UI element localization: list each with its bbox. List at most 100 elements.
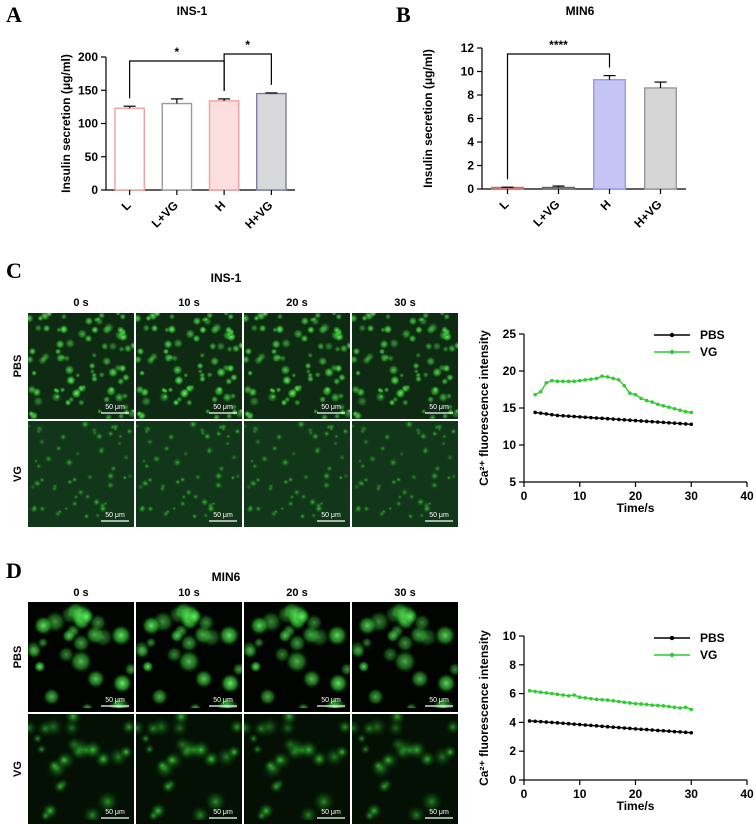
- cell-blob: [407, 492, 416, 501]
- cell-blob: [136, 313, 143, 324]
- data-point: [544, 412, 549, 416]
- data-point: [589, 696, 593, 701]
- cell-blob: [408, 334, 417, 343]
- data-point: [538, 690, 543, 694]
- data-point: [533, 719, 537, 724]
- data-point: [527, 719, 532, 723]
- cell-blob: [284, 396, 291, 403]
- cell-blob: [244, 482, 253, 491]
- cell-blob: [213, 480, 224, 491]
- data-point: [561, 379, 565, 384]
- cell-blob: [342, 472, 350, 480]
- cell-blob: [409, 472, 418, 482]
- cell-blob: [33, 615, 54, 636]
- cell-blob: [292, 487, 302, 497]
- cell-blob: [185, 399, 193, 407]
- cell-blob: [333, 433, 340, 440]
- cell-blob: [436, 673, 457, 694]
- line-chart-c: 5 10 15 20 25 0 10 20 30 40 Time/s Ca²⁺ fluorescenc…: [477, 327, 754, 515]
- cell-blob: [306, 325, 316, 334]
- cell-blob: [28, 719, 38, 737]
- data-point: [633, 392, 638, 397]
- cell-blob: [278, 628, 292, 643]
- data-point: [538, 719, 543, 724]
- cell-blob: [118, 345, 125, 353]
- cell-blob: [150, 688, 169, 706]
- cell-blob: [314, 371, 321, 379]
- cell-blob: [179, 388, 190, 399]
- cell-blob: [176, 396, 183, 403]
- cell-blob: [142, 323, 151, 333]
- cell-blob: [141, 660, 154, 673]
- cell-blob: [341, 427, 350, 436]
- cell-blob: [355, 370, 362, 377]
- data-point: [661, 420, 666, 425]
- series-line: [529, 720, 692, 734]
- data-point: [594, 376, 599, 381]
- cell-blob: [402, 608, 419, 625]
- cell-blob: [172, 338, 184, 349]
- scale-bar-label: 50 μm: [321, 697, 341, 704]
- scale-bar-label: 50 μm: [321, 809, 341, 816]
- cell-blob: [253, 437, 263, 447]
- cell-blob: [43, 454, 54, 464]
- data-point: [605, 724, 610, 729]
- cell-blob: [189, 804, 211, 820]
- cell-blob: [249, 660, 262, 673]
- cell-blob: [388, 364, 399, 376]
- cell-blob: [149, 802, 167, 820]
- cell-blob: [290, 450, 298, 458]
- cell-blob: [62, 718, 82, 738]
- micrograph-image: 50 μm: [136, 313, 242, 419]
- time-label: 20 s: [286, 297, 307, 309]
- cell-blob: [310, 316, 317, 323]
- cell-blob: [77, 399, 85, 407]
- data-point: [555, 413, 560, 418]
- cell-blob: [85, 472, 94, 482]
- cell-blob: [445, 373, 455, 382]
- cell-blob: [36, 719, 54, 738]
- scale-bar-label: 50 μm: [213, 512, 233, 519]
- significance-label: *: [175, 45, 180, 59]
- cell-blob: [299, 492, 308, 501]
- cell-blob: [446, 453, 455, 462]
- cell-blob: [317, 356, 328, 367]
- cell-blob: [233, 427, 242, 436]
- cell-blob: [447, 344, 457, 353]
- y-tick-label: 4: [509, 715, 516, 729]
- cell-blob: [378, 444, 387, 453]
- cell-blob: [227, 313, 235, 321]
- cell-blob: [224, 325, 233, 334]
- chart-title: INS-1: [177, 4, 208, 18]
- data-point: [589, 723, 593, 728]
- cell-blob: [64, 364, 75, 376]
- cell-blob: [278, 354, 287, 363]
- micrograph-grid-d: 0 s 10 s 20 s 30 s PBS 50 μm 50 μm 50 μm 50 μm VG…: [12, 587, 458, 824]
- cell-blob: [433, 464, 442, 473]
- significance-bracket: [223, 53, 272, 91]
- data-point: [611, 699, 615, 703]
- data-point: [678, 421, 682, 426]
- cell-blob: [84, 316, 94, 326]
- cell-blob: [397, 494, 403, 500]
- data-point: [533, 392, 537, 397]
- cell-blob: [181, 494, 187, 500]
- data-point: [622, 726, 627, 730]
- data-point: [650, 728, 655, 732]
- time-label: 0 s: [73, 587, 88, 599]
- data-point: [583, 723, 588, 727]
- cell-blob: [287, 388, 298, 399]
- cell-layer: [352, 714, 458, 820]
- cell-blob: [42, 688, 61, 706]
- cell-layer: [352, 313, 458, 419]
- cell-blob: [68, 396, 75, 403]
- cell-blob: [405, 804, 427, 820]
- cell-blob: [454, 408, 458, 414]
- data-point: [644, 419, 649, 424]
- cell-blob: [259, 454, 270, 464]
- cell-blob: [177, 649, 201, 674]
- scale-bar-label: 50 μm: [105, 512, 125, 519]
- cell-blob: [172, 364, 183, 376]
- bar: [161, 102, 193, 191]
- x-tick-label: 40: [740, 787, 754, 801]
